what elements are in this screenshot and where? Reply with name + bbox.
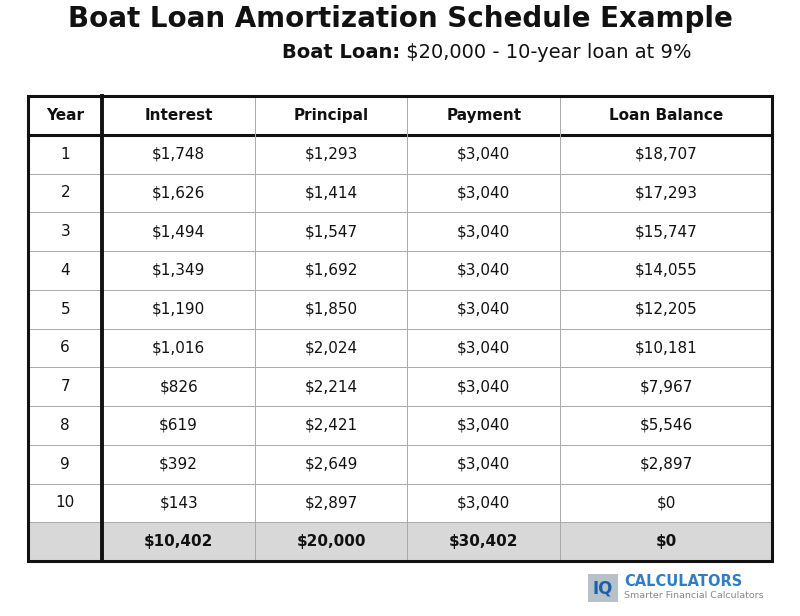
Text: $3,040: $3,040 — [457, 263, 510, 278]
Text: Boat Loan:: Boat Loan: — [282, 44, 400, 62]
Text: Boat Loan Amortization Schedule Example: Boat Loan Amortization Schedule Example — [67, 5, 733, 33]
Text: $2,649: $2,649 — [305, 456, 358, 472]
Text: $1,748: $1,748 — [152, 147, 206, 161]
Text: CALCULATORS: CALCULATORS — [624, 573, 742, 588]
Text: $30,402: $30,402 — [449, 534, 518, 549]
Text: Interest: Interest — [145, 108, 213, 123]
Text: $7,967: $7,967 — [639, 379, 693, 394]
Text: $20,000: $20,000 — [297, 534, 366, 549]
Text: $0: $0 — [656, 495, 676, 511]
Text: 9: 9 — [60, 456, 70, 472]
Text: 2: 2 — [60, 185, 70, 200]
Text: $2,897: $2,897 — [305, 495, 358, 511]
Text: 6: 6 — [60, 341, 70, 355]
Text: $1,850: $1,850 — [305, 302, 358, 317]
Text: $2,897: $2,897 — [639, 456, 693, 472]
Bar — [28, 522, 772, 561]
Text: $18,707: $18,707 — [634, 147, 698, 161]
Text: Payment: Payment — [446, 108, 522, 123]
Text: Principal: Principal — [294, 108, 369, 123]
Text: $3,040: $3,040 — [457, 379, 510, 394]
Text: 1: 1 — [60, 147, 70, 161]
Text: $2,214: $2,214 — [305, 379, 358, 394]
Text: $3,040: $3,040 — [457, 341, 510, 355]
Text: $3,040: $3,040 — [457, 185, 510, 200]
Text: $392: $392 — [159, 456, 198, 472]
Text: 5: 5 — [60, 302, 70, 317]
Text: 4: 4 — [60, 263, 70, 278]
Text: $14,055: $14,055 — [634, 263, 698, 278]
Text: $1,692: $1,692 — [305, 263, 358, 278]
Text: 3: 3 — [60, 224, 70, 239]
Bar — [28, 96, 772, 561]
Text: $10,402: $10,402 — [144, 534, 214, 549]
Text: IQ: IQ — [593, 579, 613, 597]
Text: $3,040: $3,040 — [457, 302, 510, 317]
Text: $3,040: $3,040 — [457, 224, 510, 239]
Text: $12,205: $12,205 — [634, 302, 698, 317]
Text: Loan Balance: Loan Balance — [609, 108, 723, 123]
Text: $826: $826 — [159, 379, 198, 394]
Text: $1,349: $1,349 — [152, 263, 206, 278]
Text: $10,181: $10,181 — [634, 341, 698, 355]
Text: $0: $0 — [655, 534, 677, 549]
Text: $3,040: $3,040 — [457, 495, 510, 511]
Text: $1,626: $1,626 — [152, 185, 206, 200]
Text: 8: 8 — [60, 418, 70, 433]
Text: $3,040: $3,040 — [457, 147, 510, 161]
Text: $1,016: $1,016 — [152, 341, 206, 355]
Text: $15,747: $15,747 — [634, 224, 698, 239]
Text: $1,293: $1,293 — [305, 147, 358, 161]
Text: Year: Year — [46, 108, 84, 123]
Text: $3,040: $3,040 — [457, 418, 510, 433]
Text: $3,040: $3,040 — [457, 456, 510, 472]
Text: $17,293: $17,293 — [634, 185, 698, 200]
Text: 10: 10 — [55, 495, 75, 511]
Text: 7: 7 — [60, 379, 70, 394]
Text: $619: $619 — [159, 418, 198, 433]
Text: Smarter Financial Calculators: Smarter Financial Calculators — [624, 591, 764, 599]
Text: $1,190: $1,190 — [152, 302, 206, 317]
Text: $2,024: $2,024 — [305, 341, 358, 355]
Text: $143: $143 — [159, 495, 198, 511]
Text: $1,494: $1,494 — [152, 224, 206, 239]
Text: $2,421: $2,421 — [305, 418, 358, 433]
Text: $20,000 - 10-year loan at 9%: $20,000 - 10-year loan at 9% — [400, 44, 691, 62]
Text: $1,547: $1,547 — [305, 224, 358, 239]
Text: $1,414: $1,414 — [305, 185, 358, 200]
Bar — [588, 574, 618, 602]
Text: $5,546: $5,546 — [639, 418, 693, 433]
